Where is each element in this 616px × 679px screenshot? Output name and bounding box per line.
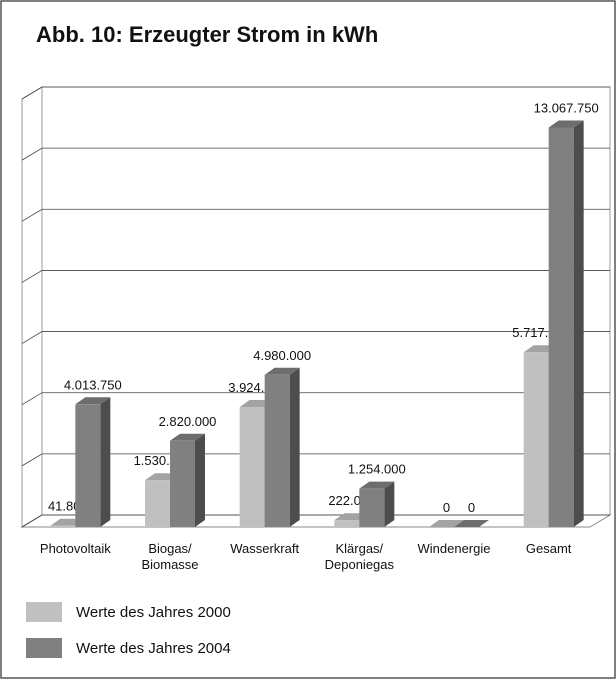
grid-line xyxy=(21,331,610,344)
legend-swatch xyxy=(26,602,62,622)
x-tick-label: Wasserkraft xyxy=(230,541,300,556)
grid-line xyxy=(21,147,610,161)
bar xyxy=(239,407,265,527)
chart-title: Abb. 10: Erzeugter Strom in kWh xyxy=(36,22,378,47)
bar-top xyxy=(359,481,395,489)
bar-side xyxy=(100,397,111,527)
grid-line xyxy=(21,208,610,222)
data-label: 0 xyxy=(443,500,450,515)
bar xyxy=(145,480,170,527)
bar-side xyxy=(195,433,205,527)
bar xyxy=(50,525,76,527)
bar xyxy=(264,374,290,527)
data-label: 4.013.750 xyxy=(64,377,122,392)
bar-side xyxy=(573,120,584,527)
bar xyxy=(523,352,549,527)
bar xyxy=(359,488,385,527)
bar xyxy=(170,440,195,527)
bar-top xyxy=(264,367,300,375)
bar-side xyxy=(289,367,300,527)
x-tick-label: Windenergie xyxy=(417,541,491,556)
bar-side xyxy=(384,481,395,527)
data-label: 0 xyxy=(468,500,475,515)
bar xyxy=(334,520,360,527)
bar-top xyxy=(429,520,464,527)
x-tick-label: Klärgas/ Deponiegas xyxy=(324,541,395,572)
data-label: 13.067.750 xyxy=(534,101,599,116)
x-tick-label: Biogas/ Biomasse xyxy=(141,541,199,572)
grid-line xyxy=(21,453,610,467)
legend-label: Werte des Jahres 2000 xyxy=(76,604,231,621)
bar-top xyxy=(75,397,111,405)
grid-line xyxy=(21,270,610,283)
x-tick-label: Photovoltaik xyxy=(39,541,111,556)
grid-line xyxy=(21,392,610,406)
data-label: 2.820.000 xyxy=(159,414,217,429)
bar-top xyxy=(548,120,584,128)
bar-top xyxy=(454,520,489,527)
grid-line xyxy=(21,514,610,528)
side-wall xyxy=(21,86,43,528)
x-tick-label: Gesamt xyxy=(525,541,572,556)
data-label: 4.980.000 xyxy=(253,348,311,363)
grid-line xyxy=(21,86,610,100)
bar xyxy=(75,404,101,527)
legend-label: Werte des Jahres 2004 xyxy=(76,640,231,657)
data-label: 1.254.000 xyxy=(348,462,406,477)
bar-top xyxy=(170,433,205,441)
bar xyxy=(548,127,574,527)
legend-swatch xyxy=(26,638,62,658)
